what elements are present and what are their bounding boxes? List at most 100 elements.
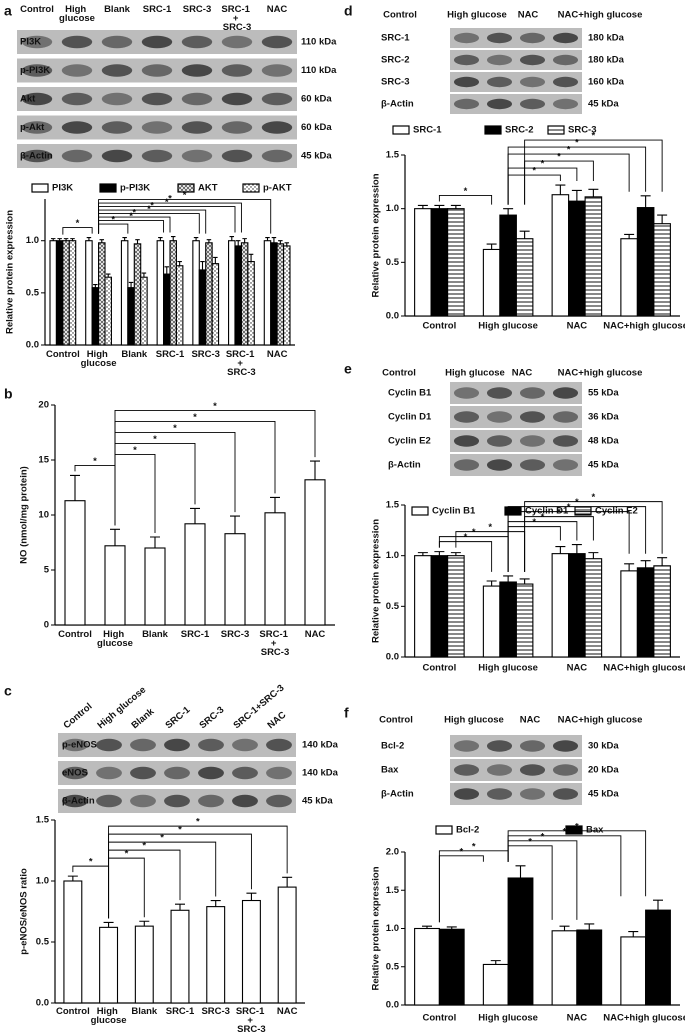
lane-label: Blank [104,4,131,15]
x-tick-label: NAC [567,1013,588,1024]
blot-band [21,35,53,49]
bar [636,567,655,658]
blot-band [266,738,292,752]
panel-letter: f [344,705,349,721]
y-tick-label: 0.5 [386,961,400,972]
blot-band [62,738,88,752]
error-bar [588,552,599,559]
bar [170,909,190,1004]
significance-label: * [133,445,137,456]
blot-band [453,32,480,44]
bar [283,245,291,346]
blot-band [21,64,53,77]
bar [133,243,142,346]
bar [645,909,671,1006]
error-bar [246,892,257,901]
error-bar [128,281,134,288]
error-bar [230,515,240,534]
significance-bracket [524,139,663,205]
blot-band [141,121,173,134]
x-tick-label: Blank [142,629,169,640]
error-bar [417,552,428,556]
significance-label: * [173,423,177,434]
panel-letter: a [4,3,12,19]
significance-label: * [575,138,579,149]
y-tick-label: 1.0 [386,550,399,561]
blot-band [519,54,546,66]
lane-label: SRC-1 [163,704,192,731]
error-bar [657,557,668,566]
error-bar [175,903,185,911]
blot-band [261,121,293,134]
blot-band [453,387,480,399]
bar [241,899,261,1004]
bar [438,928,465,1006]
legend-label: PI3K [52,183,73,194]
lane-label: Control [61,701,94,731]
significance-bracket [108,825,288,919]
blot-band [453,98,480,110]
error-bar [503,575,514,583]
x-tick-label: High glucose [97,629,133,649]
blot-band [552,459,579,471]
blot-band [221,149,253,163]
significance-label: * [541,831,545,842]
blot-size-label: 60 kDa [301,122,332,133]
significance-bracket [114,409,316,526]
blot-band [164,738,190,752]
x-tick-label: Blank [121,349,148,360]
error-bar [242,238,247,243]
blot-band [101,64,133,77]
lane-label: NAC [265,709,288,731]
error-bar [310,460,320,480]
error-bar [50,238,56,241]
error-bar [122,237,127,241]
blot-size-label: 45 kDa [588,789,619,800]
bar [206,906,226,1004]
blot-size-label: 110 kDa [301,65,337,76]
significance-bracket [507,146,647,205]
bar [430,208,449,317]
legend-swatch [392,125,410,135]
blot-band [61,149,93,163]
error-bar [206,239,212,243]
significance-label: * [460,846,464,857]
blot-strip [450,759,582,781]
blot-band [453,740,480,752]
lane-label: Control [382,368,416,379]
lane-label: Control [20,4,54,15]
bar [482,248,501,317]
significance-label: * [472,527,476,538]
legend-label: Cyclin B1 [432,506,476,517]
error-bar [588,188,599,197]
error-bar [63,238,69,241]
blot-band [552,788,579,800]
error-bar [177,261,182,266]
blot-row-label: p-eNOS [62,740,97,751]
y-tick-label: 20 [38,400,49,411]
legend-label: SRC-3 [568,125,597,136]
blot-band [519,740,546,752]
lane-label: NAC+high glucose [558,715,643,726]
x-tick-label: SRC-3 [201,1006,230,1017]
blot-row-label: SRC-1 [381,33,410,44]
bar [277,886,297,1004]
significance-label: * [592,492,596,503]
blot-band [552,740,579,752]
significance-label: * [125,849,129,860]
y-tick-label: 1.5 [36,815,50,826]
significance-bracket [507,830,647,897]
error-bar [628,931,639,937]
x-tick-label: SRC-1 [166,1006,195,1017]
lane-label: High glucose [445,368,505,379]
blot-band [232,738,258,752]
blot-band [519,788,546,800]
y-axis-label: Relative protein expression [371,519,382,643]
legend-label: SRC-2 [505,125,534,136]
y-axis-label: Relative protein expression [371,866,382,990]
blot-band [519,459,546,471]
bar [99,926,119,1004]
y-axis-label: Relative protein expression [371,173,382,297]
error-bar [139,920,150,927]
